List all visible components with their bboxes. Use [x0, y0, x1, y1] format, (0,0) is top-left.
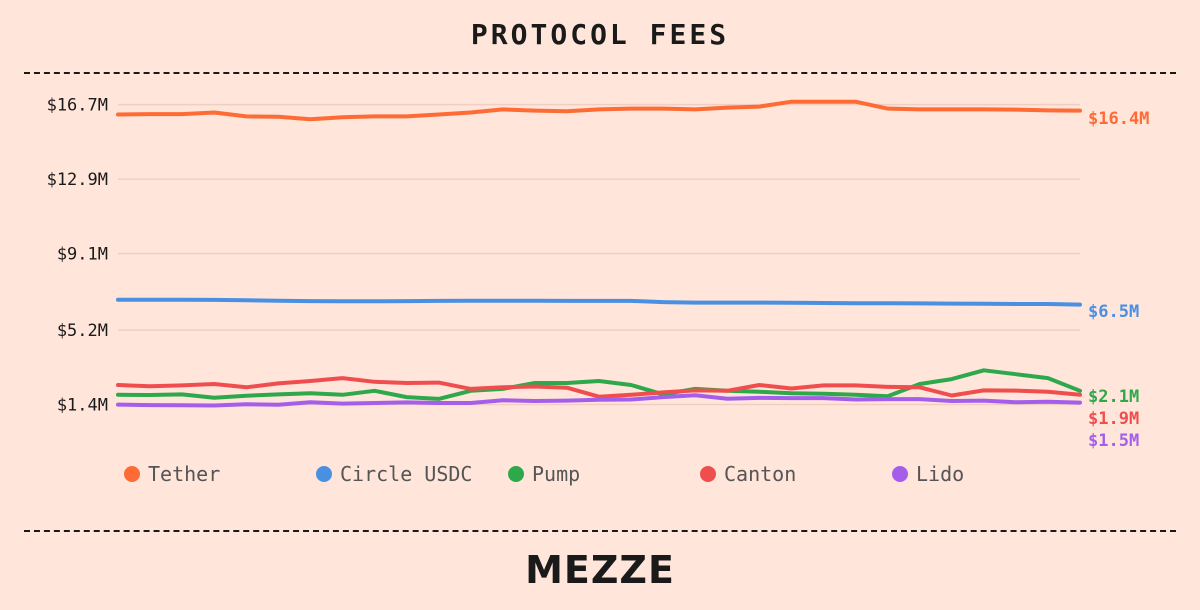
legend-dot-icon [892, 466, 908, 482]
series-lines [116, 99, 1082, 408]
end-value-label: $1.5M [1088, 431, 1139, 451]
end-value-label: $1.9M [1088, 409, 1139, 429]
legend-item: Canton [700, 462, 796, 486]
series-line-canton [116, 376, 1082, 399]
y-tick-label: $9.1M [57, 245, 108, 265]
series-line-circle-usdc [116, 297, 1082, 307]
end-value-label: $16.4M [1088, 109, 1149, 129]
legend-label: Canton [724, 462, 797, 486]
end-value-label: $6.5M [1088, 302, 1139, 322]
end-labels: $16.4M $6.5M $2.1M$1.9M$1.5M [1088, 109, 1149, 451]
line-chart: $1.4M$5.2M$9.1M$12.9M$16.7M $16.4M$6.5M$… [47, 96, 1150, 451]
top-divider [24, 72, 1176, 74]
grid-lines [118, 103, 1080, 406]
y-axis-ticks: $1.4M $5.2M $9.1M $12.9M $16.7M [47, 96, 108, 416]
legend-label: Tether [148, 462, 221, 486]
y-tick-label: $16.7M [47, 96, 108, 116]
legend-item: Tether [124, 462, 220, 486]
legend-dot-icon [700, 466, 716, 482]
legend: Tether Circle USDC Pump Canton Lido [124, 462, 1124, 488]
legend-label: Circle USDC [340, 462, 473, 486]
legend-dot-icon [508, 466, 524, 482]
legend-item: Circle USDC [316, 462, 472, 486]
y-tick-label: $12.9M [47, 170, 108, 190]
series-line-pump [116, 368, 1082, 401]
bottom-divider [24, 530, 1176, 532]
y-tick-label: $1.4M [57, 396, 108, 416]
legend-item: Lido [892, 462, 964, 486]
series-line-lido [116, 393, 1082, 408]
series-line-tether [116, 99, 1082, 122]
legend-dot-icon [124, 466, 140, 482]
y-tick-label: $5.2M [57, 321, 108, 341]
brand-logo: MEZZE [525, 548, 675, 592]
legend-item: Pump [508, 462, 580, 486]
legend-dot-icon [316, 466, 332, 482]
end-value-label: $2.1M [1088, 387, 1139, 407]
legend-label: Lido [916, 462, 965, 486]
legend-label: Pump [532, 462, 581, 486]
chart-title: PROTOCOL FEES [470, 18, 730, 51]
